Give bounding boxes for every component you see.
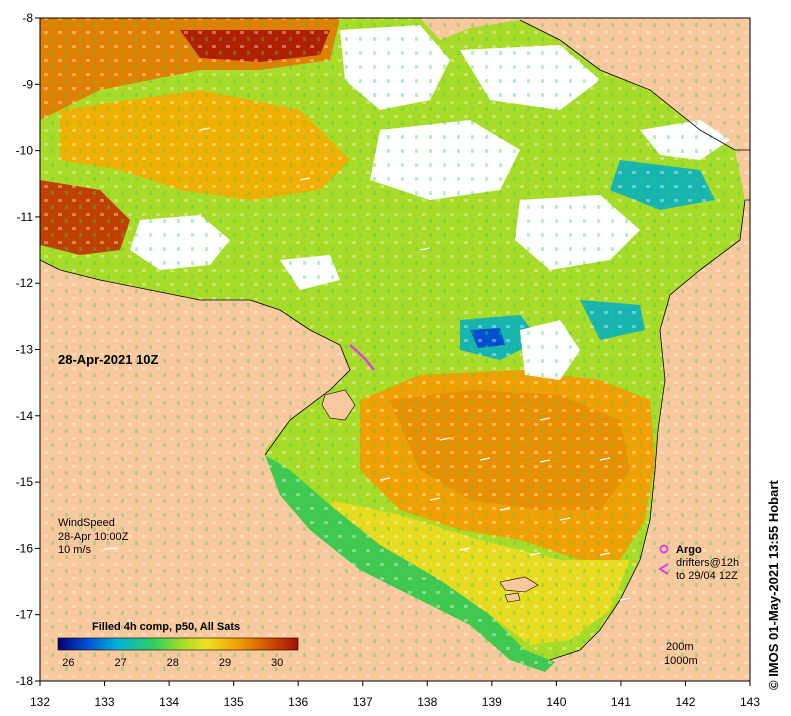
- lon-tick-label: 132: [30, 695, 50, 709]
- lon-tick-label: 141: [611, 695, 631, 709]
- map-title: 28-Apr-2021 10Z: [58, 352, 158, 367]
- colorbar-ticks: 26 27 28 29 30: [62, 657, 283, 669]
- groote-eylandt: [321, 389, 356, 421]
- lon-tick-label: 139: [482, 695, 502, 709]
- plot-area: [40, 18, 750, 681]
- colorbar-tick-label: 30: [271, 657, 283, 669]
- sst-texture: [40, 18, 750, 681]
- argo-label: Argo: [676, 544, 702, 556]
- colorbar-tick-label: 26: [62, 657, 74, 669]
- lat-tick-label: -14: [16, 409, 34, 423]
- lat-tick-label: -15: [16, 475, 34, 489]
- lat-tick-label: -9: [22, 77, 33, 91]
- lat-tick-label: -12: [16, 276, 34, 290]
- drifter-track: [349, 344, 375, 371]
- wind-scale: 10 m/s: [58, 544, 92, 556]
- coastline: [40, 19, 750, 661]
- argo-marker-icon: [659, 544, 669, 554]
- lon-tick-label: 140: [546, 695, 566, 709]
- lat-tick-label: -11: [17, 210, 34, 224]
- isobath-1000: 1000m: [664, 655, 698, 667]
- lon-tick-label: 134: [159, 695, 179, 709]
- wind-arrows: [199, 127, 631, 601]
- lat-tick-label: -16: [16, 541, 34, 555]
- colorbar-title: Filled 4h comp, p50, All Sats: [92, 621, 240, 633]
- lon-tick-label: 142: [675, 695, 695, 709]
- lon-tick-label: 136: [288, 695, 308, 709]
- lon-tick-label: 133: [95, 695, 115, 709]
- drifter-arrow-icon: [658, 563, 669, 575]
- colorbar-tick-label: 29: [219, 657, 231, 669]
- wind-time: 28-Apr 10:00Z: [58, 531, 129, 543]
- lat-tick-label: -8: [22, 11, 33, 25]
- credit-line: © IMOS 01-May-2021 13:55 Hobart: [766, 480, 781, 690]
- lat-tick-label: -13: [16, 343, 34, 357]
- lon-tick-label: 135: [224, 695, 244, 709]
- lat-tick-label: -18: [16, 674, 34, 688]
- isobath-200: 200m: [666, 641, 694, 653]
- lat-tick-label: -10: [16, 144, 34, 158]
- colorbar-tick-label: 28: [167, 657, 179, 669]
- lon-tick-label: 143: [740, 695, 760, 709]
- wellesley-island: [504, 592, 521, 603]
- drifters-until: to 29/04 12Z: [676, 570, 738, 582]
- colorbar: [57, 637, 299, 651]
- lon-tick-label: 138: [417, 695, 437, 709]
- drifters-label: drifters@12h: [676, 557, 739, 569]
- wind-scale-arrow: [103, 547, 119, 550]
- mornington-island: [499, 576, 539, 593]
- lat-tick-label: -17: [16, 608, 34, 622]
- wind-title: WindSpeed: [58, 517, 115, 529]
- lon-tick-label: 137: [353, 695, 373, 709]
- lat-axis: -8 -9 -10 -11 -12 -13 -14 -15 -16 -17 -18: [16, 11, 40, 688]
- lon-axis: 132 133 134 135 136 137 138 139 140 141 142 143: [30, 681, 760, 709]
- colorbar-tick-label: 27: [114, 657, 126, 669]
